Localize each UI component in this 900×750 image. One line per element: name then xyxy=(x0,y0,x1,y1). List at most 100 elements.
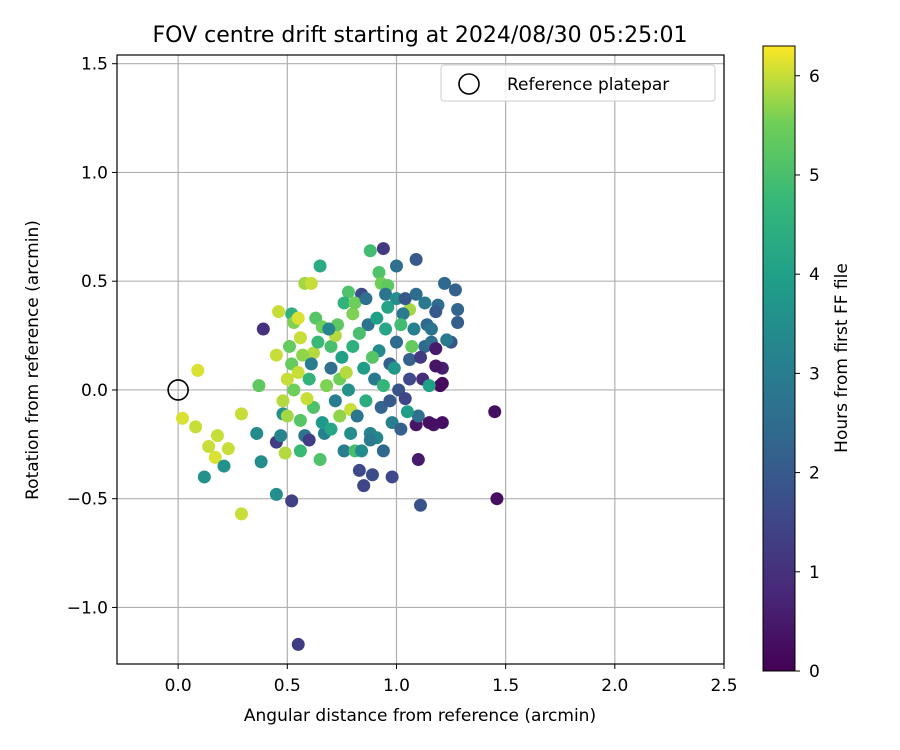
data-point xyxy=(438,276,452,290)
y-axis-label: Rotation from reference (arcmin) xyxy=(23,220,43,500)
colorbar: 0 1 2 3 4 5 6 Hours from first FF file xyxy=(762,45,852,682)
data-point xyxy=(293,413,307,427)
data-point xyxy=(372,266,386,279)
data-point xyxy=(424,322,438,336)
data-point xyxy=(346,307,360,321)
plot-frame xyxy=(116,54,725,665)
legend-box xyxy=(440,64,716,102)
data-point xyxy=(440,333,454,347)
data-point xyxy=(197,470,211,484)
data-point xyxy=(335,350,349,364)
data-point xyxy=(411,453,425,467)
data-point xyxy=(291,637,305,651)
data-point xyxy=(363,244,377,258)
data-point xyxy=(302,372,316,386)
data-point xyxy=(359,292,373,306)
data-point xyxy=(208,450,222,464)
data-point xyxy=(313,453,327,467)
legend-circle-icon xyxy=(458,73,480,95)
y-tick-label: 1.5 xyxy=(81,55,108,75)
colorbar-fill xyxy=(762,45,796,672)
data-point xyxy=(389,259,403,273)
data-point xyxy=(328,394,342,408)
data-point xyxy=(252,379,266,393)
data-point xyxy=(337,444,351,458)
data-point xyxy=(435,416,449,430)
data-point xyxy=(414,498,427,512)
data-point xyxy=(429,342,443,356)
y-tick-label: 1.0 xyxy=(81,163,108,183)
colorbar-tick-label: 2 xyxy=(809,464,820,484)
y-axis-ticks: −1.0 −0.5 0.0 0.5 1.0 1.5 xyxy=(67,55,117,618)
y-tick-label: 0.5 xyxy=(81,272,108,292)
data-point xyxy=(322,322,336,336)
data-point xyxy=(381,300,395,314)
data-point xyxy=(276,394,290,408)
y-tick-label: 0.0 xyxy=(81,381,108,401)
data-point xyxy=(202,440,216,453)
data-point xyxy=(398,292,412,306)
data-point xyxy=(376,444,390,458)
data-point xyxy=(348,296,362,310)
data-point xyxy=(302,433,316,447)
data-point xyxy=(376,379,390,393)
data-point xyxy=(324,339,338,353)
data-point xyxy=(278,446,292,460)
data-point xyxy=(234,407,248,421)
reference-platepar-marker xyxy=(167,379,189,401)
data-point xyxy=(411,409,425,423)
data-point xyxy=(291,366,305,380)
data-point xyxy=(307,346,321,360)
data-point xyxy=(285,494,299,508)
data-points xyxy=(176,242,504,651)
data-point xyxy=(280,409,294,423)
data-point xyxy=(337,296,351,310)
data-point xyxy=(379,287,393,301)
data-point xyxy=(422,379,436,393)
data-point xyxy=(311,335,325,349)
data-point xyxy=(287,383,301,397)
data-point xyxy=(394,422,408,436)
data-point xyxy=(296,348,310,362)
colorbar-tick-label: 4 xyxy=(809,265,820,285)
colorbar-label: Hours from first FF file xyxy=(832,263,852,453)
data-point xyxy=(333,409,347,423)
data-point xyxy=(405,339,419,353)
data-point xyxy=(272,305,286,319)
data-point xyxy=(344,426,358,440)
data-point xyxy=(490,492,504,506)
data-point xyxy=(176,411,190,425)
data-point xyxy=(409,287,423,301)
x-tick-label: 0.5 xyxy=(274,676,301,696)
data-point xyxy=(350,409,364,423)
data-point xyxy=(389,335,403,349)
data-point xyxy=(320,379,334,393)
x-tick-label: 2.5 xyxy=(710,676,737,696)
data-point xyxy=(324,422,338,436)
colorbar-ticks: 0 1 2 3 4 5 6 xyxy=(795,67,820,682)
data-point xyxy=(355,444,369,458)
data-point xyxy=(376,242,390,256)
data-point xyxy=(365,350,379,364)
legend-label: Reference platepar xyxy=(507,75,669,95)
x-tick-label: 1.5 xyxy=(492,676,519,696)
data-point xyxy=(422,416,436,430)
data-point xyxy=(359,394,373,408)
data-point xyxy=(313,259,327,273)
x-tick-label: 2.0 xyxy=(601,676,628,696)
data-point xyxy=(409,252,423,266)
data-point xyxy=(341,383,355,397)
data-point xyxy=(269,348,283,362)
data-point xyxy=(256,322,270,336)
data-point xyxy=(300,392,314,406)
x-axis-ticks: 0.0 0.5 1.0 1.5 2.0 2.5 xyxy=(165,664,738,696)
data-point xyxy=(210,429,224,443)
data-point xyxy=(324,361,338,375)
x-tick-label: 0.0 xyxy=(165,676,192,696)
data-point xyxy=(280,372,294,386)
data-point xyxy=(403,353,417,366)
data-point xyxy=(398,392,412,406)
data-point xyxy=(385,470,399,484)
